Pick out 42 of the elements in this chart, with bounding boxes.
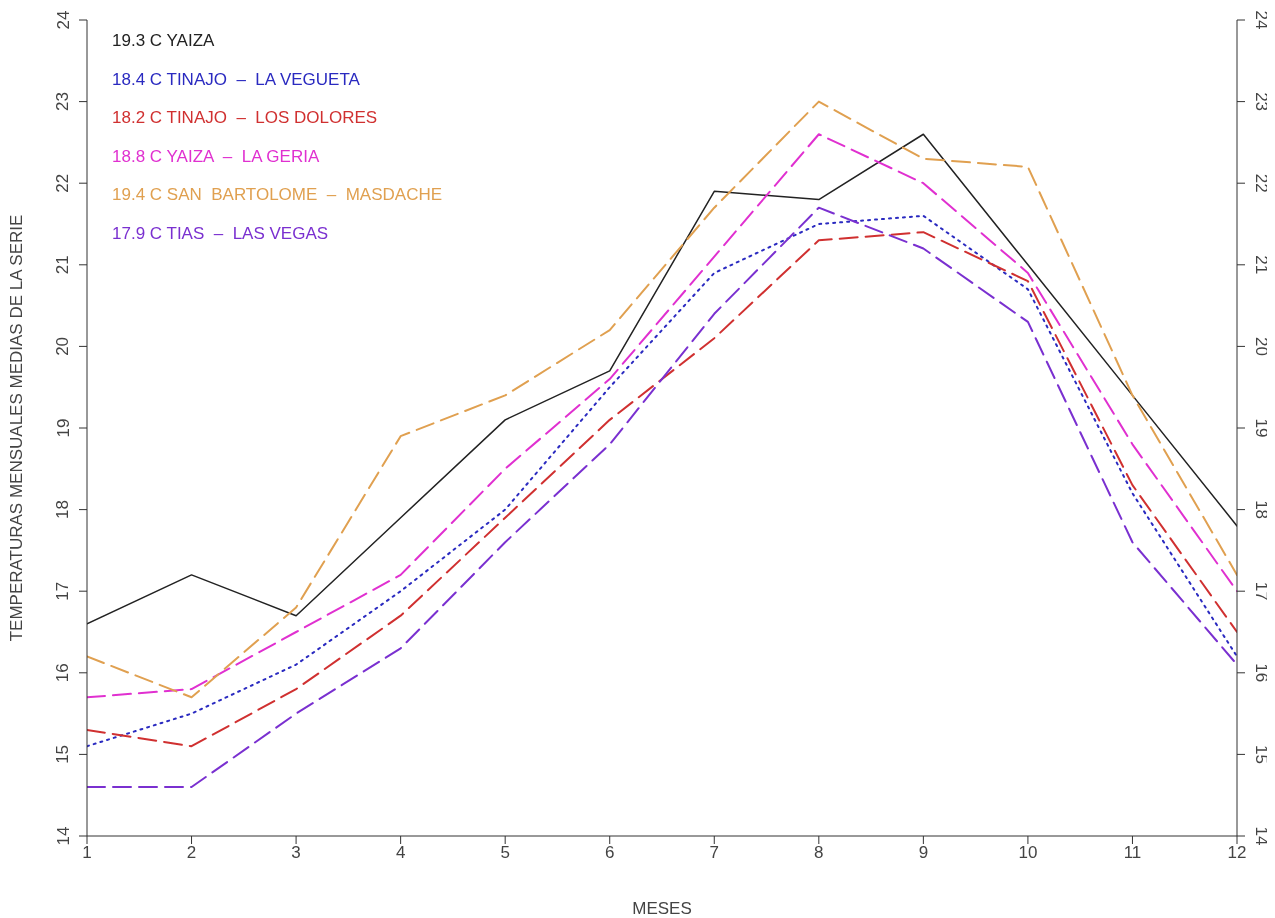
x-tick-label: 10 — [1018, 843, 1038, 863]
y2-tick-label: 14 — [1251, 826, 1271, 846]
x-tick-label: 3 — [291, 843, 301, 863]
x-tick-label: 5 — [500, 843, 510, 863]
x-tick-label: 11 — [1123, 843, 1142, 863]
y-tick-label: 20 — [53, 336, 73, 356]
y-tick-label: 24 — [53, 10, 73, 30]
y-tick-label: 21 — [53, 255, 73, 275]
y-tick-label: 19 — [53, 418, 73, 438]
y-axis-title: TEMPERATURAS MENSUALES MEDIAS DE LA SERIE — [7, 214, 27, 642]
y2-tick-label: 18 — [1251, 500, 1271, 520]
y-tick-label: 14 — [53, 826, 73, 846]
x-tick-label: 6 — [604, 843, 615, 863]
y2-tick-label: 16 — [1251, 663, 1271, 683]
y2-tick-label: 22 — [1251, 173, 1271, 193]
y2-tick-label: 19 — [1251, 418, 1271, 438]
x-tick-label: 1 — [82, 843, 92, 863]
text: 18.2 C TINAJO – LOS DOLORES — [112, 107, 379, 129]
text: 18.4 C TINAJO – LA VEGUETA — [112, 68, 361, 91]
y-tick-label: 23 — [53, 92, 73, 112]
x-axis-title: MESES — [632, 899, 692, 918]
y2-tick-label: 23 — [1251, 92, 1271, 112]
y-tick-label: 15 — [53, 744, 73, 764]
x-tick-label: 2 — [186, 843, 197, 863]
text: 17.9 C TIAS – LAS VEGAS — [112, 222, 330, 245]
text: 19.3 C YAIZA — [112, 30, 216, 52]
text: 19.4 C SAN BARTOLOME – MASDACHE — [112, 184, 443, 206]
y2-tick-label: 17 — [1251, 581, 1271, 601]
x-tick-label: 7 — [709, 843, 720, 863]
y-tick-label: 17 — [53, 581, 73, 601]
x-tick-label: 4 — [395, 843, 406, 863]
x-tick-label: 9 — [918, 843, 929, 863]
y2-tick-label: 20 — [1251, 336, 1271, 356]
y-tick-label: 16 — [53, 663, 73, 683]
x-tick-label: 12 — [1227, 843, 1247, 863]
y2-tick-label: 15 — [1251, 744, 1271, 764]
y-tick-label: 18 — [53, 500, 73, 520]
text: 18.8 C YAIZA – LA GERIA — [112, 145, 321, 168]
y-tick-label: 22 — [53, 173, 73, 193]
y2-tick-label: 24 — [1251, 10, 1271, 30]
y2-tick-label: 21 — [1251, 255, 1271, 275]
x-tick-label: 8 — [814, 843, 824, 863]
